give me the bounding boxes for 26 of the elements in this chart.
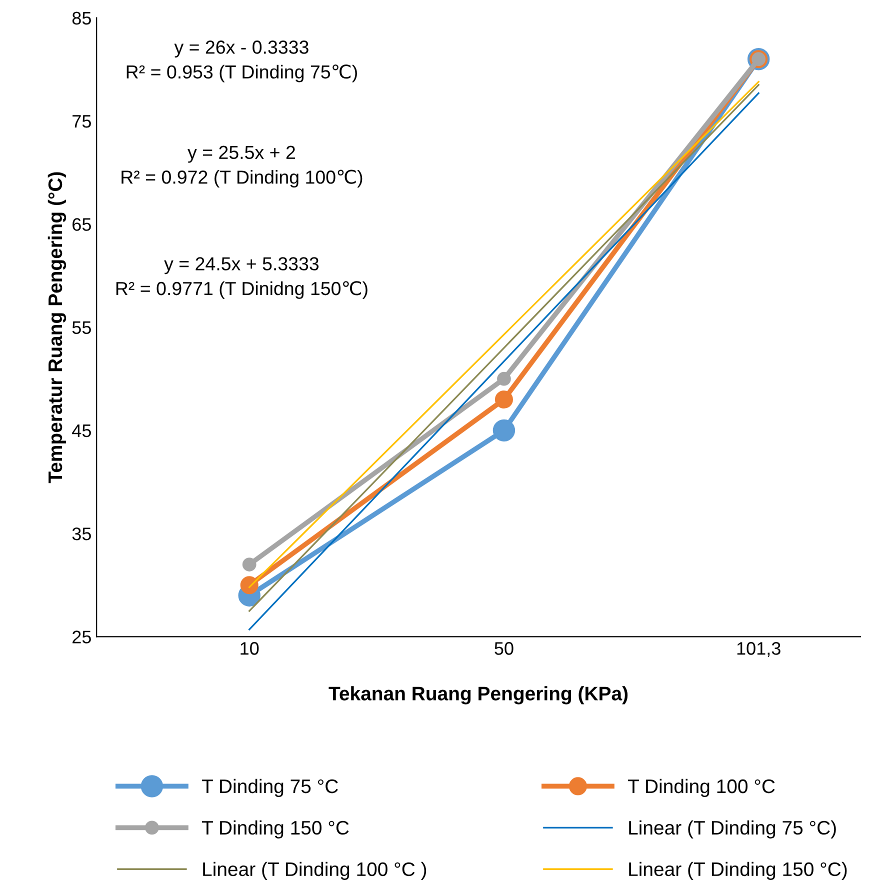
legend-label: Linear (T Dinding 100 °C ) xyxy=(203,862,426,880)
y-tick-label: 45 xyxy=(72,424,91,438)
legend-label: T Dinding 75 °C xyxy=(202,778,338,798)
x-tick-label: 50 xyxy=(494,642,514,655)
legend-label: T Dinding 150 °C xyxy=(202,820,349,839)
legend-label: Linear (T Dinding 150 °C) xyxy=(629,862,847,880)
point xyxy=(497,372,511,386)
point xyxy=(494,390,513,409)
point xyxy=(242,558,256,572)
annotation: y = 24.5x + 5.3333 R² = 0.9771 (T Dinidng 150℃) xyxy=(116,257,368,299)
y-axis-title: Temperatur Ruang Pengering (°C) xyxy=(48,172,66,484)
point xyxy=(240,576,258,594)
y-tick-label: 85 xyxy=(72,12,91,25)
legend-label: Linear (T Dinding 75 °C) xyxy=(629,820,836,839)
legend-label: T Dinding 100 °C xyxy=(628,778,775,798)
annotation: y = 25.5x + 2 R² = 0.972 (T Dinding 100℃) xyxy=(122,146,362,188)
y-tick-label: 25 xyxy=(72,630,91,644)
x-tick-label: 10 xyxy=(240,642,259,655)
point xyxy=(492,419,516,442)
annotation: y = 26x - 0.3333 R² = 0.953 (T Dinding 75℃) xyxy=(126,40,357,82)
x-axis-title: Tekanan Ruang Pengering (KPa) xyxy=(328,686,628,704)
x-tick-label: 101,3 xyxy=(737,642,780,657)
y-tick-label: 65 xyxy=(72,218,91,231)
y-tick-label: 55 xyxy=(72,321,91,334)
y-tick-label: 35 xyxy=(72,528,91,540)
y-tick-label: 75 xyxy=(72,115,91,128)
